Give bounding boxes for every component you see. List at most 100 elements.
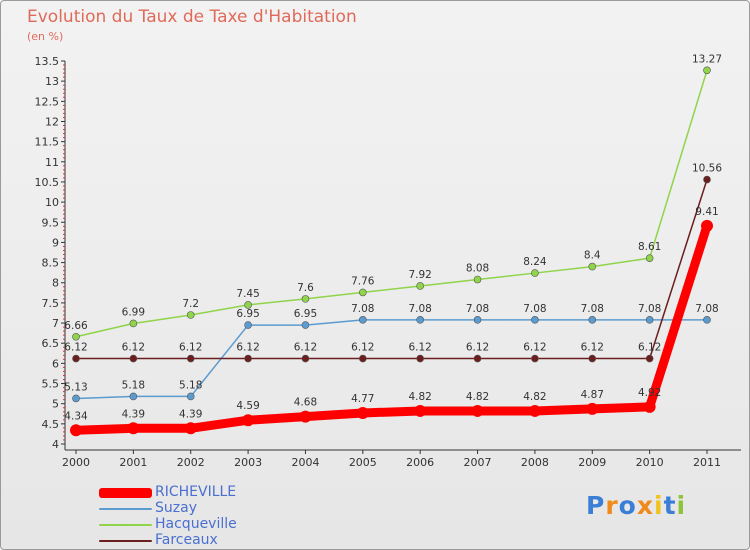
data-point-suzay bbox=[416, 316, 424, 324]
y-tick-label: 8.5 bbox=[42, 257, 60, 270]
x-tick-label: 2006 bbox=[406, 456, 434, 469]
x-tick-label: 2005 bbox=[349, 456, 377, 469]
logo-letter: o bbox=[618, 491, 637, 520]
y-tick-label: 12 bbox=[45, 115, 59, 128]
x-tick-label: 2008 bbox=[521, 456, 549, 469]
data-label-suzay: 7.08 bbox=[408, 303, 431, 315]
data-label-farceaux: 6.12 bbox=[638, 342, 661, 354]
data-point-richeville bbox=[471, 404, 484, 417]
y-tick-label: 9.5 bbox=[42, 216, 60, 229]
data-label-farceaux: 6.12 bbox=[122, 342, 145, 354]
data-label-richeville: 4.39 bbox=[122, 408, 145, 420]
data-label-richeville: 4.82 bbox=[523, 391, 546, 403]
series-line-farceaux bbox=[75, 178, 708, 360]
data-point-farceaux bbox=[301, 354, 310, 363]
y-tick-label: 7.5 bbox=[42, 297, 60, 310]
data-label-hacqueville: 8.24 bbox=[523, 256, 547, 268]
legend-label-hacqueville: Hacqueville bbox=[155, 516, 237, 532]
y-tick-label: 13 bbox=[45, 75, 59, 88]
data-point-richeville bbox=[414, 404, 427, 417]
logo-letter: i bbox=[654, 491, 664, 520]
legend-swatch-farceaux bbox=[99, 540, 152, 542]
legend-label-richeville: RICHEVILLE bbox=[155, 484, 237, 500]
data-point-hacqueville bbox=[301, 295, 310, 303]
data-label-farceaux: 6.12 bbox=[351, 342, 374, 354]
data-point-suzay bbox=[244, 321, 252, 329]
data-point-farceaux bbox=[72, 354, 80, 363]
data-label-suzay: 7.08 bbox=[466, 303, 489, 315]
data-point-richeville bbox=[643, 400, 656, 413]
x-tick-label: 2011 bbox=[693, 456, 721, 469]
data-point-farceaux bbox=[473, 354, 482, 363]
y-tick-label: 9 bbox=[52, 236, 59, 249]
data-label-suzay: 5.18 bbox=[122, 379, 145, 391]
y-tick-label: 6 bbox=[52, 357, 59, 370]
data-point-farceaux bbox=[359, 354, 367, 363]
chart-subtitle: (en %) bbox=[27, 30, 64, 43]
data-point-hacqueville bbox=[72, 332, 80, 341]
data-label-suzay: 6.95 bbox=[236, 308, 259, 320]
x-tick-label: 2003 bbox=[234, 456, 262, 469]
data-point-hacqueville bbox=[473, 275, 482, 284]
data-label-hacqueville: 13.27 bbox=[692, 53, 722, 65]
data-label-hacqueville: 7.92 bbox=[408, 269, 431, 281]
data-point-farceaux bbox=[645, 354, 654, 363]
data-point-suzay bbox=[645, 316, 654, 324]
data-point-farceaux bbox=[416, 354, 424, 363]
data-label-suzay: 7.08 bbox=[581, 303, 604, 315]
x-tick-label: 2010 bbox=[636, 456, 664, 469]
data-point-hacqueville bbox=[703, 66, 711, 75]
data-label-richeville: 4.87 bbox=[581, 389, 604, 401]
data-label-richeville: 4.82 bbox=[466, 391, 489, 403]
x-tick-label: 2002 bbox=[177, 456, 205, 469]
data-point-richeville bbox=[528, 404, 541, 417]
chart-title: Evolution du Taux de Taxe d'Habitation bbox=[27, 7, 357, 27]
y-tick-label: 4.5 bbox=[42, 418, 60, 431]
x-tick-label: 2007 bbox=[464, 456, 492, 469]
data-label-farceaux: 10.56 bbox=[692, 163, 722, 175]
legend-swatch-suzay bbox=[99, 508, 152, 510]
data-label-suzay: 7.08 bbox=[523, 303, 546, 315]
y-tick-label: 5 bbox=[52, 398, 59, 411]
data-label-hacqueville: 7.2 bbox=[182, 298, 199, 310]
legend-label-farceaux: Farceaux bbox=[155, 532, 218, 548]
data-label-richeville: 4.77 bbox=[351, 393, 374, 405]
data-label-hacqueville: 8.4 bbox=[584, 250, 601, 262]
data-label-hacqueville: 7.45 bbox=[236, 288, 259, 300]
data-label-hacqueville: 6.66 bbox=[64, 320, 88, 332]
x-tick-label: 2001 bbox=[119, 456, 147, 469]
data-point-richeville bbox=[701, 219, 713, 232]
data-label-suzay: 7.08 bbox=[351, 303, 374, 315]
y-tick-label: 12.5 bbox=[35, 95, 60, 108]
data-point-suzay bbox=[301, 321, 310, 329]
data-point-hacqueville bbox=[186, 311, 195, 319]
data-point-hacqueville bbox=[531, 269, 539, 277]
data-label-hacqueville: 7.76 bbox=[351, 275, 375, 287]
logo-letter: t bbox=[663, 491, 677, 520]
x-tick-label: 2000 bbox=[62, 456, 90, 469]
y-tick-label: 13.5 bbox=[35, 55, 60, 68]
data-label-richeville: 4.39 bbox=[179, 408, 202, 420]
y-tick-label: 11.5 bbox=[35, 136, 60, 149]
logo-letter: P bbox=[586, 491, 606, 520]
data-point-farceaux bbox=[244, 354, 252, 363]
data-label-farceaux: 6.12 bbox=[294, 342, 317, 354]
logo-letter: i bbox=[676, 491, 687, 520]
data-label-suzay: 6.95 bbox=[294, 308, 317, 320]
data-label-richeville: 4.82 bbox=[408, 391, 431, 403]
data-label-farceaux: 6.12 bbox=[523, 342, 546, 354]
data-point-suzay bbox=[359, 316, 367, 324]
data-point-hacqueville bbox=[645, 254, 654, 262]
data-point-richeville bbox=[70, 424, 82, 437]
data-point-hacqueville bbox=[244, 301, 252, 309]
data-label-farceaux: 6.12 bbox=[236, 342, 259, 354]
series-line-richeville bbox=[71, 221, 712, 435]
data-point-richeville bbox=[127, 422, 140, 435]
proxiti-logo: Proxiti bbox=[586, 491, 686, 520]
data-point-farceaux bbox=[703, 175, 711, 184]
data-point-suzay bbox=[531, 316, 539, 324]
data-label-farceaux: 6.12 bbox=[179, 342, 202, 354]
y-tick-label: 11 bbox=[45, 156, 59, 169]
